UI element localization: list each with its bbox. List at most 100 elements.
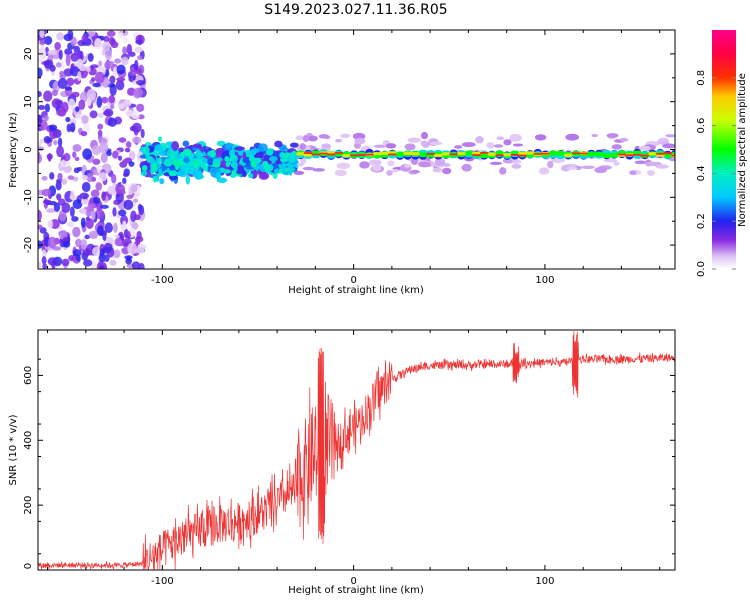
spectrogram-cell bbox=[86, 66, 91, 73]
spectrogram-cell bbox=[638, 145, 651, 151]
spectrogram-cell bbox=[352, 132, 366, 140]
spectrogram-cell bbox=[57, 78, 68, 89]
spectrogram-cell bbox=[112, 207, 117, 217]
spectrogram-cell bbox=[131, 261, 141, 269]
spectrogram-x-label: Height of straight line (km) bbox=[288, 285, 424, 296]
snr-y-label: SNR (10 * v/v) bbox=[8, 414, 19, 485]
spectrogram-cell bbox=[97, 123, 104, 130]
x-tick-label: 100 bbox=[535, 576, 554, 587]
spectrogram-cell bbox=[182, 148, 192, 157]
spectrogram-cell bbox=[104, 60, 112, 70]
spectrogram-cell bbox=[318, 134, 329, 139]
spectrogram-cell bbox=[87, 53, 94, 62]
spectrogram-cell bbox=[66, 77, 75, 87]
spectrogram-cell bbox=[479, 153, 489, 159]
y-tick-label: 0 bbox=[23, 146, 34, 152]
spectrogram-cell bbox=[387, 160, 395, 167]
spectrogram-y-ticks: -20 -10 0 10 20 bbox=[23, 29, 675, 270]
spectrogram-cell bbox=[411, 152, 420, 156]
spectrogram-cell bbox=[69, 206, 75, 218]
spectrogram-cell bbox=[130, 111, 140, 120]
spectrogram-cell bbox=[201, 157, 208, 163]
spectrogram-cell bbox=[45, 137, 53, 143]
spectrogram-cell bbox=[128, 150, 136, 161]
snr-x-ticks: -100 0 100 bbox=[47, 330, 661, 587]
spectrogram-cell bbox=[196, 158, 204, 164]
spectrogram-cell bbox=[403, 151, 412, 155]
spectrogram-cell bbox=[89, 110, 98, 119]
spectrogram-cell bbox=[39, 138, 44, 144]
spectrogram-cell bbox=[65, 54, 71, 67]
spectrogram-cell bbox=[126, 231, 131, 239]
spectrogram-cell bbox=[174, 153, 182, 160]
spectrogram-cell bbox=[60, 159, 71, 168]
spectrogram-cell bbox=[83, 259, 93, 267]
spectrogram-cell bbox=[418, 161, 431, 168]
spectrogram-cell bbox=[47, 257, 58, 266]
spectrogram-cell bbox=[110, 41, 119, 49]
spectrogram-cell bbox=[533, 153, 543, 155]
spectrogram-cell bbox=[81, 175, 89, 181]
spectrogram-cell bbox=[47, 153, 52, 162]
y-tick-label: 0 bbox=[23, 563, 34, 569]
spectrogram-cell bbox=[96, 96, 103, 108]
spectrogram-cell bbox=[94, 38, 103, 50]
spectrogram-cell bbox=[407, 137, 421, 143]
spectrogram-cell bbox=[59, 60, 65, 72]
spectrogram-cell bbox=[136, 230, 142, 240]
spectrogram-cell bbox=[50, 218, 60, 230]
spectrogram-cell bbox=[609, 152, 619, 158]
spectrogram-cell bbox=[38, 114, 43, 125]
spectrogram-cell bbox=[70, 52, 79, 62]
spectrogram-cell bbox=[66, 221, 75, 228]
spectrogram-cell bbox=[644, 161, 659, 166]
spectrogram-cell bbox=[136, 103, 145, 112]
spectrogram-cell bbox=[410, 169, 420, 174]
spectrogram-cell bbox=[55, 180, 62, 191]
spectrogram-cell bbox=[116, 77, 126, 82]
spectrogram-cell bbox=[83, 122, 90, 134]
spectrogram-cell bbox=[625, 154, 634, 157]
spectrogram-cell bbox=[309, 136, 317, 140]
spectrogram-cell bbox=[38, 209, 42, 222]
spectrogram-cell bbox=[472, 151, 481, 155]
spectrogram-cell bbox=[632, 153, 642, 156]
spectrogram-cell bbox=[140, 128, 145, 139]
spectrogram-cell bbox=[335, 138, 342, 143]
spectrogram-cell bbox=[100, 152, 108, 164]
spectrogram-cell bbox=[279, 157, 289, 163]
spectrogram-cell bbox=[262, 160, 269, 169]
spectrogram-cell bbox=[640, 154, 650, 157]
spectrogram-cell bbox=[195, 172, 202, 179]
spectrogram-cell bbox=[319, 152, 328, 155]
spectrogram-cell bbox=[122, 220, 127, 231]
spectrogram-cell bbox=[90, 77, 96, 82]
spectrogram-cell bbox=[594, 151, 604, 157]
spectrogram-cell bbox=[133, 198, 139, 203]
spectrogram-cell bbox=[312, 168, 325, 172]
spectrogram-cell bbox=[371, 164, 382, 172]
spectrogram-cell bbox=[385, 143, 397, 149]
spectrogram-cell bbox=[613, 161, 620, 166]
spectrogram-cell bbox=[380, 151, 390, 155]
spectrogram-cell bbox=[561, 164, 571, 172]
snr-series-line bbox=[38, 331, 675, 570]
colorbar-tick-label: 0.4 bbox=[696, 165, 707, 181]
spectrogram-cell bbox=[479, 152, 489, 154]
spectrogram-cell bbox=[242, 171, 247, 178]
spectrogram-cell bbox=[182, 140, 190, 147]
y-tick-label: 10 bbox=[23, 95, 34, 108]
spectrogram-cell bbox=[62, 240, 71, 248]
spectrogram-cell bbox=[502, 153, 512, 157]
spectrogram-cell bbox=[115, 192, 124, 203]
spectrogram-cell bbox=[225, 161, 230, 167]
spectrogram-cell bbox=[229, 153, 237, 162]
spectrogram-cell bbox=[238, 150, 244, 156]
spectrogram-cell bbox=[288, 155, 296, 163]
spectrogram-cell bbox=[195, 150, 203, 157]
spectrogram-cell bbox=[548, 150, 558, 156]
spectrogram-cell bbox=[171, 141, 180, 151]
spectrogram-cell bbox=[472, 154, 481, 156]
spectrogram-cell bbox=[357, 154, 367, 156]
